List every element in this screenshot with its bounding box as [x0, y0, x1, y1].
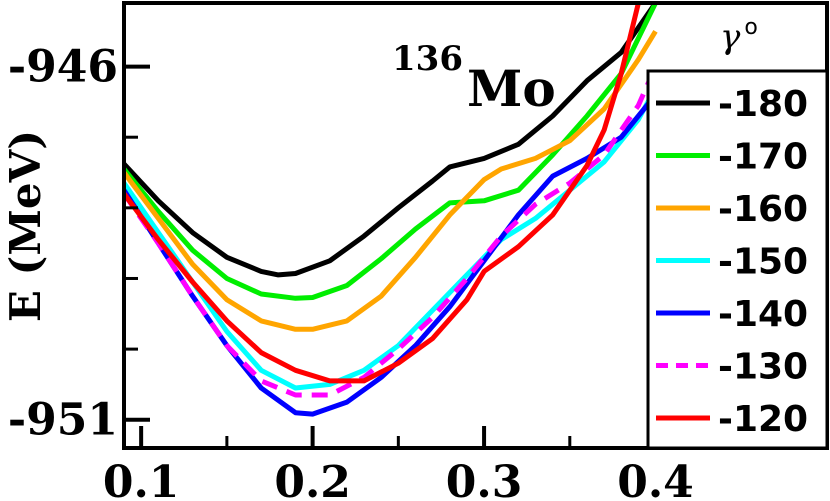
x-tick-label: 0.3 [446, 457, 523, 501]
title-main: Mo [467, 59, 556, 118]
ticks-layer: 0.1 0.2 0.3 0.4 -946 -951 [8, 42, 743, 501]
title-superscript: 136 [392, 39, 463, 79]
series-line-minus130 [124, 65, 658, 398]
legend-title-superscript: o [744, 15, 757, 40]
x-tick-label: 0.4 [617, 457, 694, 501]
series-line-minus180 [124, 3, 658, 278]
y-tick-label: -946 [8, 42, 118, 93]
series-line-minus150 [124, 86, 658, 391]
legend-label: -170 [718, 137, 808, 178]
legend-title-symbol: γ [720, 17, 741, 57]
legend-label: -140 [718, 294, 808, 335]
legend-label: -180 [718, 84, 808, 125]
y-axis-label: E (MeV) [1, 130, 50, 322]
legend-entries: -180 -170 -160 -150 -140 -130 -120 [656, 84, 808, 440]
x-tick-label: 0.1 [103, 457, 180, 501]
series-line-minus120 [124, 3, 641, 384]
x-tick-label: 0.2 [274, 457, 351, 501]
legend-label: -130 [718, 347, 808, 388]
legend: γ o -180 -170 -160 -150 -140 -130 -120 [646, 15, 829, 450]
series-line-minus170 [124, 3, 658, 301]
legend-label: -120 [718, 399, 808, 440]
y-tick-label: -951 [8, 395, 118, 446]
series-layer [124, 3, 658, 417]
legend-label: -150 [718, 242, 808, 283]
legend-title: γ o [720, 15, 758, 57]
chart-title: 136 Mo [392, 39, 556, 118]
series-line-minus160 [124, 30, 658, 332]
legend-label: -160 [718, 189, 808, 230]
